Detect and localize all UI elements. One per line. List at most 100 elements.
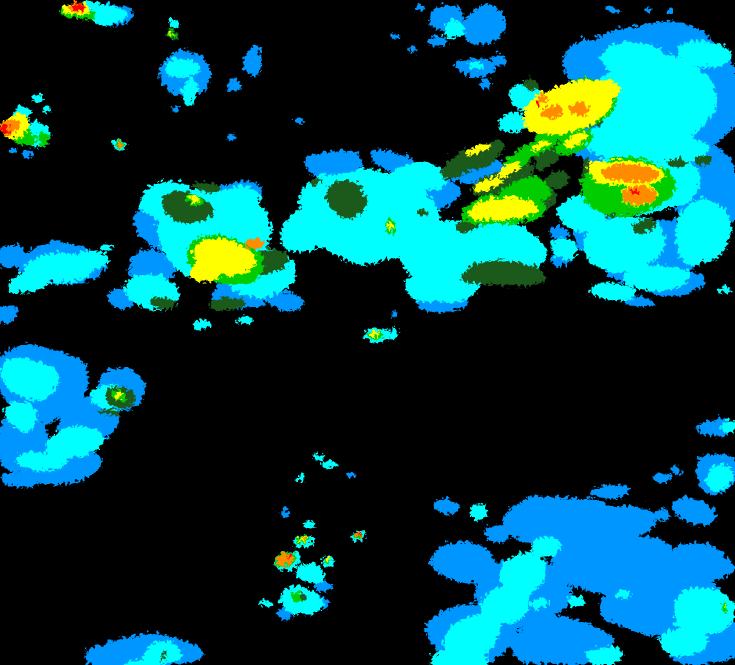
- radar-cell-blue: [485, 522, 515, 538]
- radar-cell-red: [288, 553, 292, 559]
- radar-cell-dark-green: [160, 647, 164, 659]
- radar-cell-cyan: [0, 400, 33, 430]
- radar-cell-yellow: [374, 323, 382, 329]
- radar-cell-blue: [413, 3, 423, 9]
- radar-cell-cyan: [5, 272, 45, 292]
- radar-cell-cyan: [670, 588, 730, 632]
- radar-cell-yellow: [322, 556, 328, 560]
- radar-cell-cyan: [473, 577, 527, 623]
- radar-cell-blue: [7, 143, 17, 149]
- radar-cell-cyan: [720, 286, 730, 294]
- radar-cell-blue: [225, 132, 235, 138]
- radar-cell-cyan: [565, 594, 585, 606]
- radar-cell-yellow: [526, 138, 550, 150]
- radar-cell-blue: [171, 100, 179, 106]
- radar-cell-yellow: [564, 130, 590, 146]
- radar-cell-blue: [590, 482, 626, 498]
- radar-cell-yellow: [717, 604, 721, 608]
- radar-cell-cyan: [600, 37, 660, 73]
- radar-cell-cyan: [261, 601, 275, 607]
- radar-cell-orange: [242, 235, 258, 245]
- radar-cell-cyan: [15, 445, 65, 465]
- radar-cell-blue: [604, 5, 616, 11]
- radar-cell-cyan: [390, 155, 450, 185]
- radar-cell-cyan: [704, 463, 732, 487]
- radar-cell-cyan: [655, 625, 705, 655]
- radar-cell-blue: [474, 78, 486, 86]
- radar-cell-cyan: [2, 353, 58, 397]
- radar-cell-red: [623, 191, 633, 195]
- radar-cell-cyan: [97, 241, 113, 249]
- radar-cell-dark-green: [442, 139, 498, 171]
- radar-cell-cyan: [205, 183, 255, 207]
- radar-cell-dark-green: [662, 155, 682, 165]
- radar-cell-dark-green: [415, 203, 425, 211]
- radar-cell-orange: [595, 161, 655, 183]
- radar-cell-cyan: [43, 104, 53, 110]
- radar-cell-dark-green: [460, 263, 540, 291]
- radar-cell-blue: [643, 474, 663, 486]
- radar-cell-cyan: [582, 647, 618, 663]
- radar-cell-cyan: [275, 210, 325, 250]
- radar-cell-cyan: [391, 319, 399, 331]
- radar-cell-blue: [89, 648, 101, 656]
- radar-cell-cyan: [670, 200, 730, 260]
- radar-cell-orange: [616, 186, 648, 206]
- radar-cell-blue: [430, 36, 450, 48]
- radar-cell-yellow: [466, 194, 538, 222]
- radar-cell-green: [290, 593, 302, 601]
- radar-cell-dark-green: [522, 77, 534, 87]
- radar-cell-cyan: [322, 456, 338, 464]
- radar-cell-cyan: [467, 61, 479, 69]
- radar-cell-dark-green: [543, 167, 567, 183]
- radar-cell-dark-green: [323, 181, 367, 215]
- radar-cell-cyan: [185, 315, 205, 325]
- radar-cell-blue: [406, 47, 414, 53]
- radar-cell-dark-green: [96, 410, 120, 416]
- radar-cell-dark-green: [148, 294, 172, 306]
- radar-cell-cyan: [72, 250, 108, 270]
- radar-cell-blue: [647, 510, 663, 520]
- radar-cell-cyan: [612, 585, 628, 595]
- radar-cell-blue: [579, 35, 589, 85]
- radar-cell-blue: [487, 55, 503, 65]
- radar-cell-cyan: [625, 258, 695, 282]
- radar-cell-cyan: [232, 316, 248, 324]
- radar-cell-blue: [639, 3, 647, 9]
- radar-cell-blue: [664, 7, 672, 13]
- radar-cell-blue: [665, 498, 715, 522]
- radar-cell-orange: [532, 91, 544, 99]
- radar-cell-blue: [312, 580, 328, 590]
- radar-cell-cyan: [446, 28, 458, 38]
- radar-cell-cyan: [545, 235, 575, 255]
- radar-cell-cyan: [312, 452, 324, 458]
- radar-cell-cyan: [166, 20, 178, 30]
- radar-cell-blue: [267, 290, 303, 310]
- radar-cell-blue: [0, 243, 25, 267]
- radar-cell-yellow: [462, 141, 482, 153]
- radar-cell-yellow: [471, 171, 499, 189]
- radar-cell-dark-green: [193, 176, 217, 188]
- radar-cell-yellow: [580, 78, 620, 106]
- radar-cell-blue: [425, 540, 495, 580]
- radar-cell-red: [530, 97, 536, 103]
- radar-cell-cyan: [468, 502, 488, 518]
- radar-cell-yellow: [186, 193, 196, 201]
- radar-cell-cyan: [295, 565, 321, 583]
- radar-cell-green: [525, 177, 549, 197]
- radar-cell-blue: [226, 77, 240, 87]
- radar-cell-yellow: [386, 219, 392, 229]
- radar-cell-blue: [390, 307, 396, 313]
- radar-cell-dark-green: [630, 220, 650, 230]
- radar-cell-blue: [391, 35, 399, 41]
- radar-cell-cyan: [530, 535, 560, 555]
- radar-cell-cyan: [528, 593, 548, 607]
- radar-cell-cyan: [490, 110, 520, 130]
- radar-cell-cyan: [45, 425, 105, 455]
- radar-cell-dark-green: [207, 293, 243, 307]
- radar-cell-cyan: [590, 275, 640, 295]
- radar-cell-orange: [568, 98, 592, 114]
